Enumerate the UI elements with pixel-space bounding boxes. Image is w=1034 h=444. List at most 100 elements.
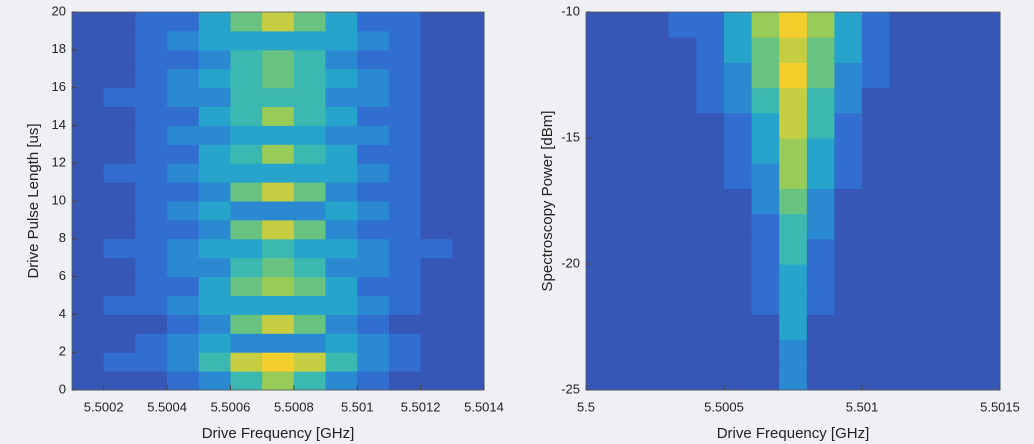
heatmap-cell: [357, 333, 390, 353]
heatmap-cell: [167, 238, 200, 259]
heatmap-cell: [696, 163, 725, 189]
heatmap-cell: [917, 289, 946, 315]
heatmap-cell: [72, 106, 105, 126]
heatmap-cell: [357, 371, 390, 391]
heatmap-cell: [889, 138, 918, 164]
heatmap-cell: [103, 295, 136, 315]
heatmap-cell: [262, 68, 295, 89]
heatmap-cell: [779, 138, 808, 164]
heatmap-cell: [806, 138, 835, 164]
heatmap-cell: [325, 295, 358, 315]
heatmap-cell: [751, 289, 780, 315]
heatmap-cell: [452, 68, 485, 89]
heatmap-cell: [325, 276, 358, 296]
heatmap-cell: [103, 333, 136, 353]
heatmap-cell: [167, 201, 200, 221]
heatmap-cell: [917, 37, 946, 63]
heatmap-cell: [293, 219, 327, 240]
y-axis-label: Spectroscopy Power [dBm]: [539, 111, 556, 292]
x-tick-label: 5.5002: [84, 399, 124, 414]
heatmap-cell: [167, 68, 200, 89]
heatmap-cell: [862, 87, 891, 114]
heatmap-cell: [103, 219, 136, 240]
y-tick-label: 0: [59, 381, 66, 396]
heatmap-cell: [944, 238, 973, 265]
heatmap-cell: [198, 276, 231, 296]
heatmap-cell: [751, 238, 780, 265]
heatmap-cell: [889, 364, 918, 391]
heatmap-cell: [724, 87, 753, 114]
heatmap-cell: [724, 12, 753, 38]
x-tick-label: 5.5012: [401, 399, 441, 414]
heatmap-cell: [135, 68, 168, 89]
heatmap-cell: [751, 138, 780, 164]
heatmap-cell: [420, 201, 453, 221]
heatmap-cell: [388, 182, 422, 202]
heatmap-cell: [293, 68, 327, 89]
heatmap-cell: [103, 106, 136, 126]
heatmap-cell: [696, 12, 725, 38]
heatmap-cell: [889, 37, 918, 63]
heatmap-cell: [889, 238, 918, 265]
heatmap-cell: [641, 37, 670, 63]
heatmap-cell: [420, 49, 453, 70]
heatmap-cell: [613, 238, 642, 265]
heatmap-cell: [357, 87, 390, 107]
heatmap-cell: [135, 352, 168, 372]
y-tick-label: -15: [561, 129, 580, 144]
heatmap-cell: [668, 163, 697, 189]
heatmap-cell: [135, 182, 168, 202]
heatmap-cell: [230, 276, 263, 296]
heatmap-cell: [293, 144, 327, 164]
heatmap-cell: [325, 371, 358, 391]
heatmap-cell: [944, 213, 973, 240]
heatmap-cell: [696, 138, 725, 164]
heatmap-cell: [834, 112, 863, 139]
heatmap-cell: [357, 352, 390, 372]
heatmap-cell: [917, 138, 946, 164]
heatmap-cell: [325, 257, 358, 278]
heatmap-cell: [586, 37, 615, 63]
heatmap-cell: [696, 264, 725, 290]
heatmap-cell: [388, 276, 422, 296]
heatmap-cell: [167, 87, 200, 107]
heatmap-cell: [198, 371, 231, 391]
heatmap-cell: [357, 12, 390, 32]
heatmap-cell: [724, 138, 753, 164]
y-tick-label: -20: [561, 255, 580, 270]
x-tick-label: 5.501: [341, 399, 374, 414]
heatmap-cell: [917, 339, 946, 366]
heatmap-cell: [325, 352, 358, 372]
heatmap-cell: [198, 257, 231, 278]
heatmap-cell: [420, 219, 453, 240]
heatmap-cell: [751, 364, 780, 391]
heatmap-cell: [103, 257, 136, 278]
heatmap-cell: [388, 371, 422, 391]
heatmap-cell: [944, 289, 973, 315]
heatmap-cell: [452, 295, 485, 315]
heatmap-cell: [72, 12, 105, 32]
heatmap-cell: [641, 238, 670, 265]
heatmap-cell: [230, 238, 263, 259]
heatmap-cell: [135, 144, 168, 164]
heatmap-cell: [230, 163, 263, 183]
heatmap-cell: [944, 62, 973, 89]
heatmap-cell: [696, 87, 725, 114]
heatmap-cell: [779, 62, 808, 89]
heatmap-cell: [198, 182, 231, 202]
heatmap-cell: [668, 238, 697, 265]
heatmap-cell: [167, 257, 200, 278]
heatmap-cell: [167, 333, 200, 353]
heatmap-cell: [167, 276, 200, 296]
heatmap-cell: [357, 201, 390, 221]
heatmap-cell: [862, 62, 891, 89]
heatmap-cell: [72, 219, 105, 240]
x-tick-label: 5.5015: [980, 399, 1020, 414]
heatmap-cell: [613, 314, 642, 341]
heatmap-cell: [613, 37, 642, 63]
heatmap-cell: [135, 30, 168, 51]
heatmap-cell: [641, 12, 670, 38]
heatmap-cell: [641, 112, 670, 139]
heatmap-cell: [293, 182, 327, 202]
heatmap-cell: [751, 112, 780, 139]
